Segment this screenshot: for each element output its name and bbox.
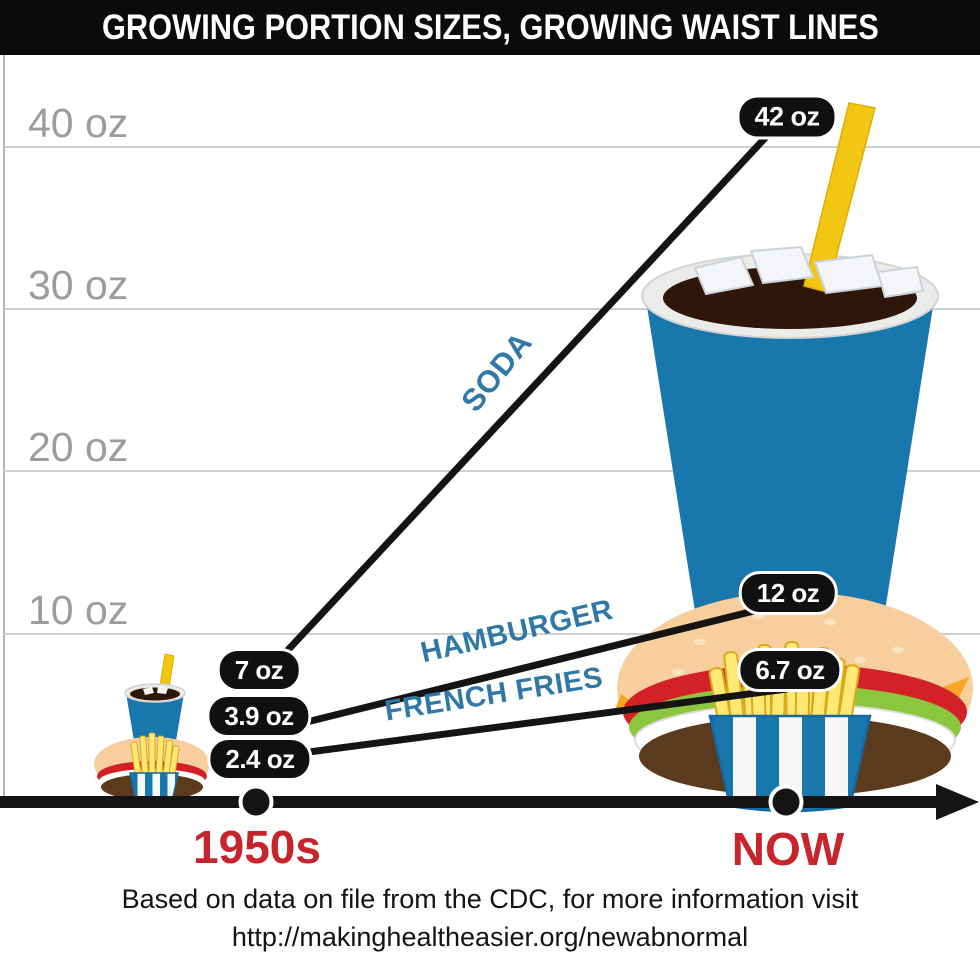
series-line-soda [252, 112, 790, 688]
past-fries-illustration [129, 732, 180, 805]
axis-dot-1950s [238, 784, 274, 820]
badge-soda-1950s: 7 oz [216, 648, 302, 692]
past-cup-cola [130, 687, 180, 701]
gridline-40oz [4, 146, 980, 148]
x-category-now: NOW [731, 823, 845, 875]
badge-hamburger-1950s: 3.9 oz [206, 694, 312, 738]
past-fry-sticks [130, 732, 180, 777]
y-axis-line [3, 55, 5, 798]
ice-cubes [693, 245, 925, 299]
series-line-hamburger [252, 599, 790, 739]
y-tick-20oz: 20 oz [28, 424, 129, 470]
y-tick-10oz: 10 oz [28, 587, 129, 633]
series-line-french-fries [252, 685, 790, 763]
footer-url-text: http://makinghealtheasier.org/newabnorma… [231, 922, 749, 952]
title-bar: GROWING PORTION SIZES, GROWING WAIST LIN… [0, 0, 980, 55]
footer-source-text: Based on data on file from the CDC, for … [121, 884, 859, 914]
x-axis-line [0, 796, 944, 808]
page-title: GROWING PORTION SIZES, GROWING WAIST LIN… [101, 7, 879, 47]
axis-dot-now [768, 784, 804, 820]
gridline-10oz [4, 633, 980, 635]
past-ice-cube [143, 687, 154, 695]
badge-french-fries-1950s: 2.4 oz [207, 737, 313, 781]
y-tick-30oz: 30 oz [28, 262, 129, 308]
series-lines [252, 112, 790, 763]
x-axis-arrowhead-icon [936, 784, 979, 820]
past-ice-cube [157, 686, 168, 694]
badge-hamburger-now: 12 oz [738, 571, 838, 615]
gridline-30oz [4, 308, 980, 310]
gridline-20oz [4, 470, 980, 472]
badge-french-fries-now: 6.7 oz [737, 648, 843, 692]
y-tick-40oz: 40 oz [28, 100, 129, 146]
badge-soda-now: 42 oz [736, 94, 838, 140]
x-category-1950s: 1950s [193, 821, 321, 873]
